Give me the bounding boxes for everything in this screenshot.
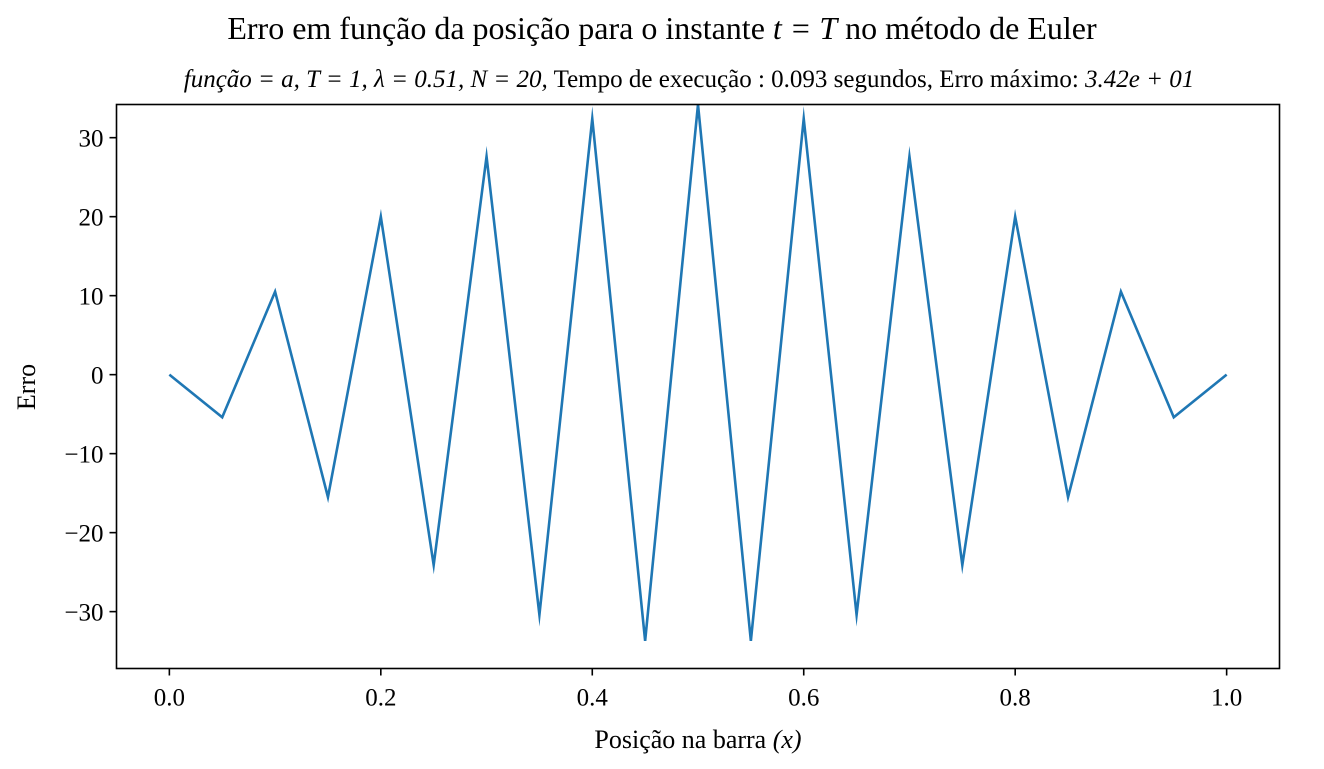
data-point: [750, 640, 753, 643]
x-tick-label: 0.2: [365, 685, 396, 712]
x-tick-label: 0.0: [154, 685, 185, 712]
y-axis-ticks: −30 −20 −10 0 10 20 30: [64, 126, 117, 627]
title-math: t = T: [772, 10, 838, 46]
data-point: [644, 640, 647, 643]
data-point: [485, 155, 488, 158]
data-point: [327, 496, 330, 499]
x-tick-label: 0.6: [788, 685, 819, 712]
data-point: [961, 564, 964, 567]
subtitle-tempo-value: 0.093 segundos, Erro máximo:: [771, 66, 1079, 93]
data-point: [591, 117, 594, 120]
data-point: [855, 613, 858, 616]
data-point: [802, 117, 805, 120]
plot-frame: [115, 103, 1281, 670]
y-tick-label: 0: [91, 363, 104, 390]
series-line: [168, 104, 1228, 641]
subtitle-T: T = 1,: [306, 66, 368, 93]
y-tick-label: −20: [64, 521, 103, 548]
subtitle-funcao: função = a,: [183, 66, 300, 93]
data-point: [538, 613, 541, 616]
x-tick-label: 0.8: [1000, 685, 1031, 712]
x-axis-label: Posição na barra (x): [594, 725, 801, 754]
x-tick-label: 0.4: [577, 685, 609, 712]
data-point: [1172, 416, 1175, 419]
y-tick-label: 20: [79, 205, 104, 232]
x-axis-ticks: 0.0 0.2 0.4 0.6 0.8 1.0: [154, 668, 1242, 712]
subtitle-tempo-label: Tempo de execução :: [553, 66, 765, 93]
x-axis-label-math: (x): [773, 725, 802, 754]
y-tick-label: −10: [64, 442, 103, 469]
data-point: [1225, 373, 1228, 376]
data-point: [432, 564, 435, 567]
subtitle-N: N = 20,: [470, 66, 548, 93]
chart-subtitle: função = a, T = 1, λ = 0.51, N = 20, Tem…: [0, 66, 1324, 94]
data-point: [380, 215, 383, 218]
data-point: [168, 373, 171, 376]
title-prefix: Erro em função da posição para o instant…: [227, 10, 773, 46]
data-point: [1067, 496, 1070, 499]
subtitle-lambda: λ = 0.51,: [374, 66, 465, 93]
chart-title: Erro em função da posição para o instant…: [0, 10, 1324, 47]
y-tick-label: 30: [79, 126, 104, 153]
x-tick-label: 1.0: [1211, 685, 1242, 712]
data-point: [908, 155, 911, 158]
x-axis-label-text: Posição na barra: [594, 725, 772, 754]
title-suffix: no método de Euler: [837, 10, 1097, 46]
data-point: [1014, 215, 1017, 218]
subtitle-erro-value: 3.42e + 01: [1085, 66, 1195, 93]
series-layer: [168, 104, 1228, 643]
data-point: [1120, 290, 1123, 293]
data-point: [274, 290, 277, 293]
data-point: [221, 416, 224, 419]
y-tick-label: 10: [79, 284, 104, 311]
y-tick-label: −30: [64, 600, 103, 627]
y-axis-label: Erro: [12, 364, 41, 410]
